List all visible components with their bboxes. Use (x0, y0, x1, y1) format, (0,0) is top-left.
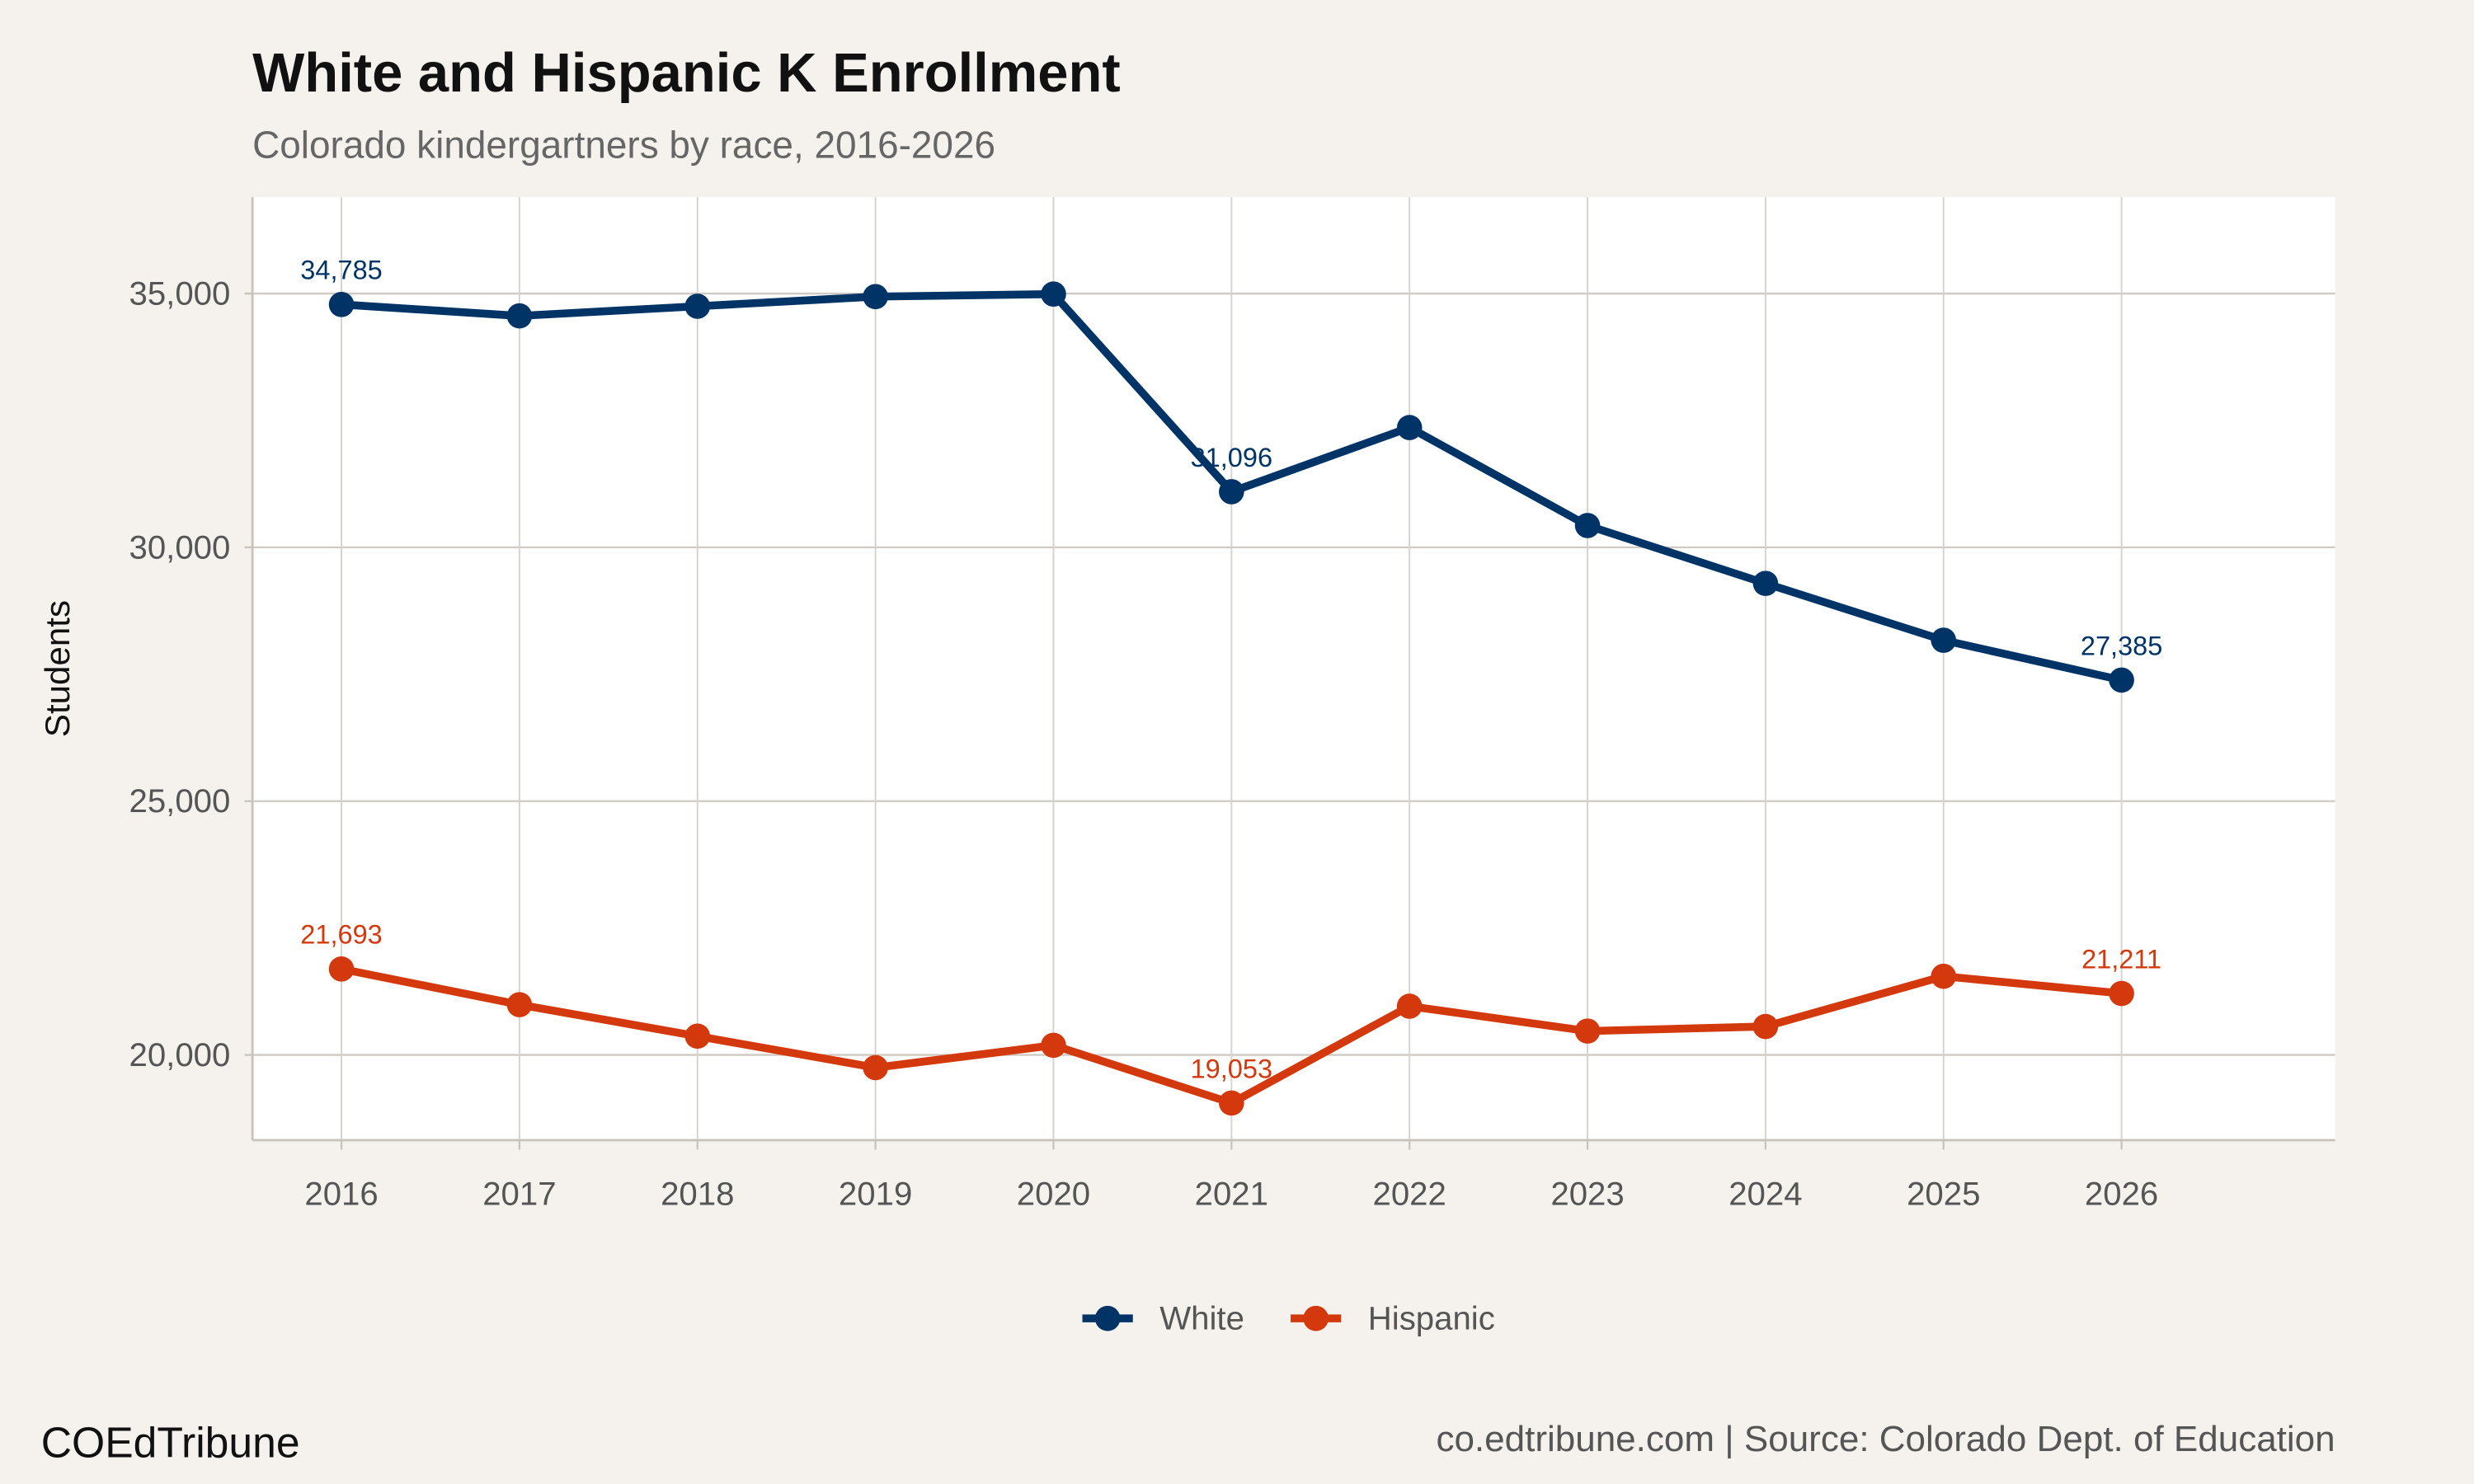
data-point (684, 1023, 711, 1050)
y-axis-label: Students (38, 600, 77, 737)
series-hispanic: 21,693 19,053 21,211 (300, 920, 2161, 1116)
data-point (2109, 667, 2134, 693)
data-point (1752, 1013, 1779, 1040)
brand-name: COEdTribune (41, 1418, 300, 1466)
data-label: 21,211 (2081, 944, 2161, 974)
data-point (863, 1054, 888, 1081)
data-point (506, 992, 533, 1017)
x-tick-label: 2024 (1729, 1175, 1802, 1212)
data-point (1931, 963, 1957, 989)
data-point (1574, 513, 1601, 538)
data-point (1752, 571, 1779, 596)
series: 34,785 31,096 27,385 21,693 19,053 21,211 (300, 256, 2162, 1116)
legend-label: White (1159, 1300, 1244, 1337)
x-tick-label: 2020 (1017, 1175, 1090, 1212)
data-point (1219, 479, 1244, 505)
x-tick-label: 2023 (1550, 1175, 1624, 1212)
y-ticks: 20,000 25,000 30,000 35,000 (129, 275, 253, 1073)
legend: White Hispanic (1082, 1300, 1495, 1337)
data-label: 31,096 (1191, 443, 1272, 472)
y-tick-label: 25,000 (129, 782, 230, 819)
x-tick-label: 2025 (1907, 1175, 1980, 1212)
data-point (1931, 627, 1957, 653)
y-tick-label: 35,000 (129, 275, 230, 312)
data-point (1396, 993, 1423, 1019)
source-caption: co.edtribune.com | Source: Colorado Dept… (1436, 1419, 2335, 1459)
x-tick-label: 2021 (1195, 1175, 1268, 1212)
legend-marker (1303, 1305, 1329, 1331)
legend-item-hispanic: Hispanic (1291, 1300, 1495, 1337)
legend-marker (1094, 1305, 1121, 1331)
data-point (1574, 1018, 1601, 1044)
data-point (1219, 1090, 1244, 1116)
data-point (506, 303, 533, 329)
legend-item-white: White (1082, 1300, 1244, 1337)
data-label: 21,693 (300, 920, 382, 950)
x-tick-label: 2017 (482, 1175, 556, 1212)
y-tick-label: 20,000 (129, 1036, 230, 1073)
x-tick-label: 2018 (661, 1175, 734, 1212)
data-label: 19,053 (1191, 1054, 1272, 1083)
data-point (328, 292, 355, 317)
chart-title: White and Hispanic K Enrollment (252, 42, 1121, 104)
data-point (863, 284, 888, 310)
plot-area (252, 197, 2335, 1140)
data-point (1396, 415, 1423, 440)
data-point (2109, 980, 2134, 1007)
data-point (1041, 1032, 1066, 1059)
x-tick-label: 2016 (304, 1175, 378, 1212)
x-tick-label: 2026 (2085, 1175, 2158, 1212)
series-white: 34,785 31,096 27,385 (300, 256, 2162, 693)
chart-subtitle: Colorado kindergartners by race, 2016-20… (252, 123, 995, 166)
legend-label: Hispanic (1368, 1300, 1495, 1337)
data-label: 27,385 (2081, 631, 2162, 660)
data-point (1041, 281, 1066, 308)
data-point (328, 956, 355, 982)
x-ticks: 2016 2017 2018 2019 2020 2021 2022 2023 2024 2025… (304, 1139, 2158, 1212)
x-tick-label: 2022 (1373, 1175, 1446, 1212)
x-tick-label: 2019 (839, 1175, 912, 1212)
y-tick-label: 30,000 (129, 528, 230, 566)
data-point (684, 294, 711, 319)
data-label: 34,785 (300, 256, 382, 285)
